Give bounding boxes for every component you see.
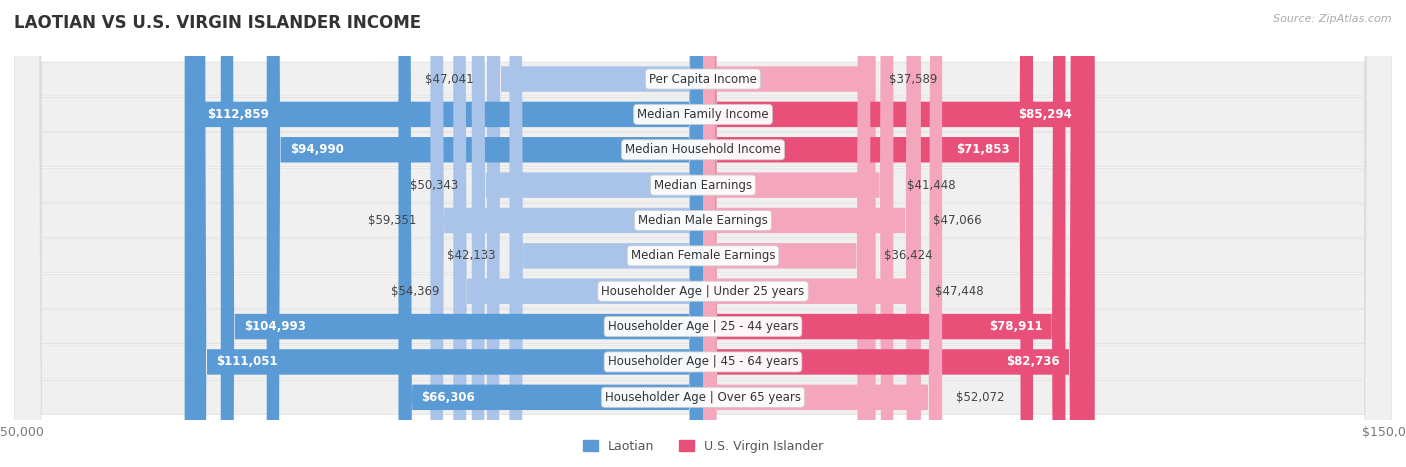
FancyBboxPatch shape xyxy=(703,0,1083,467)
Text: $66,306: $66,306 xyxy=(422,391,475,404)
FancyBboxPatch shape xyxy=(703,0,870,467)
Text: $37,589: $37,589 xyxy=(890,72,938,85)
FancyBboxPatch shape xyxy=(703,0,920,467)
Text: $52,072: $52,072 xyxy=(956,391,1004,404)
Text: Median Earnings: Median Earnings xyxy=(654,178,752,191)
FancyBboxPatch shape xyxy=(193,0,703,467)
Text: $85,294: $85,294 xyxy=(1018,108,1071,121)
Text: Median Household Income: Median Household Income xyxy=(626,143,780,156)
Text: $111,051: $111,051 xyxy=(217,355,277,368)
Text: $50,343: $50,343 xyxy=(409,178,458,191)
FancyBboxPatch shape xyxy=(14,0,1392,467)
Text: Householder Age | 45 - 64 years: Householder Age | 45 - 64 years xyxy=(607,355,799,368)
Text: $59,351: $59,351 xyxy=(368,214,416,227)
Legend: Laotian, U.S. Virgin Islander: Laotian, U.S. Virgin Islander xyxy=(578,435,828,458)
Text: Median Male Earnings: Median Male Earnings xyxy=(638,214,768,227)
Text: Median Family Income: Median Family Income xyxy=(637,108,769,121)
Text: Householder Age | Over 65 years: Householder Age | Over 65 years xyxy=(605,391,801,404)
Text: $41,448: $41,448 xyxy=(907,178,956,191)
FancyBboxPatch shape xyxy=(703,0,893,467)
FancyBboxPatch shape xyxy=(14,0,1392,467)
Text: $82,736: $82,736 xyxy=(1007,355,1060,368)
FancyBboxPatch shape xyxy=(398,0,703,467)
Text: Median Female Earnings: Median Female Earnings xyxy=(631,249,775,262)
FancyBboxPatch shape xyxy=(14,0,1392,467)
Text: $104,993: $104,993 xyxy=(243,320,305,333)
FancyBboxPatch shape xyxy=(703,0,921,467)
Text: $112,859: $112,859 xyxy=(208,108,270,121)
FancyBboxPatch shape xyxy=(703,0,876,467)
Text: $47,066: $47,066 xyxy=(934,214,981,227)
FancyBboxPatch shape xyxy=(14,0,1392,467)
Text: Householder Age | 25 - 44 years: Householder Age | 25 - 44 years xyxy=(607,320,799,333)
FancyBboxPatch shape xyxy=(486,0,703,467)
FancyBboxPatch shape xyxy=(703,0,1066,467)
FancyBboxPatch shape xyxy=(509,0,703,467)
Text: Source: ZipAtlas.com: Source: ZipAtlas.com xyxy=(1274,14,1392,24)
Text: Householder Age | Under 25 years: Householder Age | Under 25 years xyxy=(602,285,804,298)
Text: $36,424: $36,424 xyxy=(884,249,932,262)
FancyBboxPatch shape xyxy=(14,0,1392,467)
Text: $54,369: $54,369 xyxy=(391,285,440,298)
FancyBboxPatch shape xyxy=(14,0,1392,467)
Text: $71,853: $71,853 xyxy=(956,143,1010,156)
FancyBboxPatch shape xyxy=(703,0,1033,467)
FancyBboxPatch shape xyxy=(14,0,1392,467)
FancyBboxPatch shape xyxy=(430,0,703,467)
FancyBboxPatch shape xyxy=(184,0,703,467)
FancyBboxPatch shape xyxy=(14,0,1392,467)
Text: Per Capita Income: Per Capita Income xyxy=(650,72,756,85)
Text: LAOTIAN VS U.S. VIRGIN ISLANDER INCOME: LAOTIAN VS U.S. VIRGIN ISLANDER INCOME xyxy=(14,14,422,32)
Text: $47,041: $47,041 xyxy=(425,72,474,85)
FancyBboxPatch shape xyxy=(14,0,1392,467)
Text: $78,911: $78,911 xyxy=(988,320,1042,333)
FancyBboxPatch shape xyxy=(221,0,703,467)
FancyBboxPatch shape xyxy=(267,0,703,467)
FancyBboxPatch shape xyxy=(703,0,942,467)
FancyBboxPatch shape xyxy=(14,0,1392,467)
FancyBboxPatch shape xyxy=(703,0,1095,467)
Text: $42,133: $42,133 xyxy=(447,249,496,262)
FancyBboxPatch shape xyxy=(472,0,703,467)
FancyBboxPatch shape xyxy=(453,0,703,467)
Text: $94,990: $94,990 xyxy=(290,143,343,156)
Text: $47,448: $47,448 xyxy=(935,285,983,298)
